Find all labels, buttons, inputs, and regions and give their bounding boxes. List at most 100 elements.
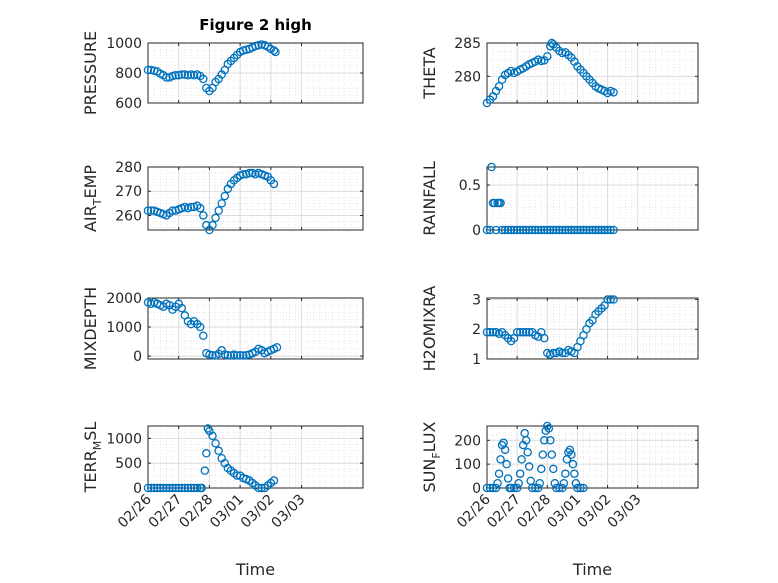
data-point [208, 431, 217, 441]
data-point [547, 450, 557, 459]
data-point [546, 436, 555, 445]
data-point [487, 162, 496, 172]
data-point [162, 73, 171, 82]
data-point [523, 447, 532, 457]
data-point [214, 206, 223, 215]
data-point [521, 327, 531, 337]
data-point [600, 225, 609, 235]
data-point [159, 483, 168, 493]
data-point [515, 225, 525, 235]
data-point [482, 327, 492, 337]
data-point [235, 350, 245, 360]
data-point [527, 483, 537, 493]
y-axis-label: MIXDEPTH [81, 287, 100, 370]
data-point [223, 350, 233, 360]
data-point [512, 327, 522, 337]
data-point [171, 71, 180, 80]
y-tick-label: 0 [472, 223, 481, 239]
data-point [546, 225, 555, 235]
y-axis-label: TERRMSL [81, 422, 104, 494]
data-point [609, 225, 618, 235]
data-point [211, 213, 220, 223]
data-point [609, 295, 618, 304]
data-point [491, 483, 501, 493]
subplot-6: 1 2 3 H2OMIXRA [420, 286, 699, 372]
data-point [205, 350, 214, 359]
data-point [165, 483, 174, 493]
data-point [606, 295, 615, 304]
data-point [199, 331, 208, 341]
y-tick-label: 285 [454, 36, 481, 52]
data-point [521, 225, 531, 235]
data-point [606, 225, 615, 235]
axes-box [486, 425, 699, 489]
data-point [200, 466, 210, 475]
data-point [570, 225, 579, 235]
data-point [183, 483, 193, 493]
data-point [214, 446, 223, 456]
data-point [217, 199, 226, 208]
data-point [558, 483, 567, 493]
data-point [208, 350, 217, 360]
data-point [238, 170, 248, 179]
y-tick-label: 1000 [106, 36, 142, 52]
data-point [143, 206, 153, 215]
data-series [482, 162, 618, 235]
data-point [597, 225, 606, 235]
data-point [202, 449, 211, 458]
data-point [149, 483, 159, 493]
data-point [559, 478, 569, 488]
data-point [180, 483, 190, 493]
data-series [482, 38, 618, 108]
data-point [576, 483, 585, 493]
x-axis-label: Time [235, 560, 275, 579]
data-point [512, 225, 522, 235]
data-point [570, 469, 579, 478]
data-series [143, 168, 279, 235]
y-tick-label: 280 [454, 69, 481, 85]
y-tick-label: 100 [454, 457, 481, 473]
data-point [549, 225, 558, 235]
data-point [603, 295, 612, 304]
data-point [493, 478, 502, 488]
data-point [530, 225, 540, 235]
data-point [146, 206, 156, 215]
data-point [186, 483, 196, 493]
y-tick-label: 2000 [106, 291, 142, 307]
data-point [565, 445, 575, 455]
data-point [540, 436, 549, 445]
data-point [552, 483, 561, 493]
data-point [502, 459, 511, 469]
x-axis-label: Time [572, 560, 612, 579]
data-point [582, 225, 591, 235]
data-point [533, 225, 543, 235]
data-point [208, 220, 217, 230]
y-tick-label: 0 [133, 349, 142, 365]
data-point [561, 225, 570, 235]
data-point [491, 225, 501, 235]
data-point [568, 459, 578, 469]
data-point [517, 455, 526, 464]
y-axis-label: H2OMIXRA [420, 286, 439, 372]
data-point [515, 469, 525, 478]
data-point [540, 225, 549, 235]
data-point [573, 225, 582, 235]
data-point [533, 483, 543, 493]
data-point [485, 225, 495, 235]
y-tick-label: 0.5 [459, 178, 481, 194]
data-point [254, 483, 263, 493]
data-point [558, 225, 567, 235]
data-point [494, 469, 504, 478]
data-point [269, 476, 279, 485]
y-tick-label: 2 [472, 322, 481, 338]
data-point [186, 202, 196, 212]
data-point [591, 225, 600, 235]
data-point [485, 327, 495, 337]
data-point [232, 351, 242, 360]
data-point [143, 65, 153, 75]
data-point [482, 483, 492, 493]
data-point [506, 483, 516, 493]
y-tick-label: 200 [454, 433, 481, 449]
data-point [524, 225, 534, 235]
